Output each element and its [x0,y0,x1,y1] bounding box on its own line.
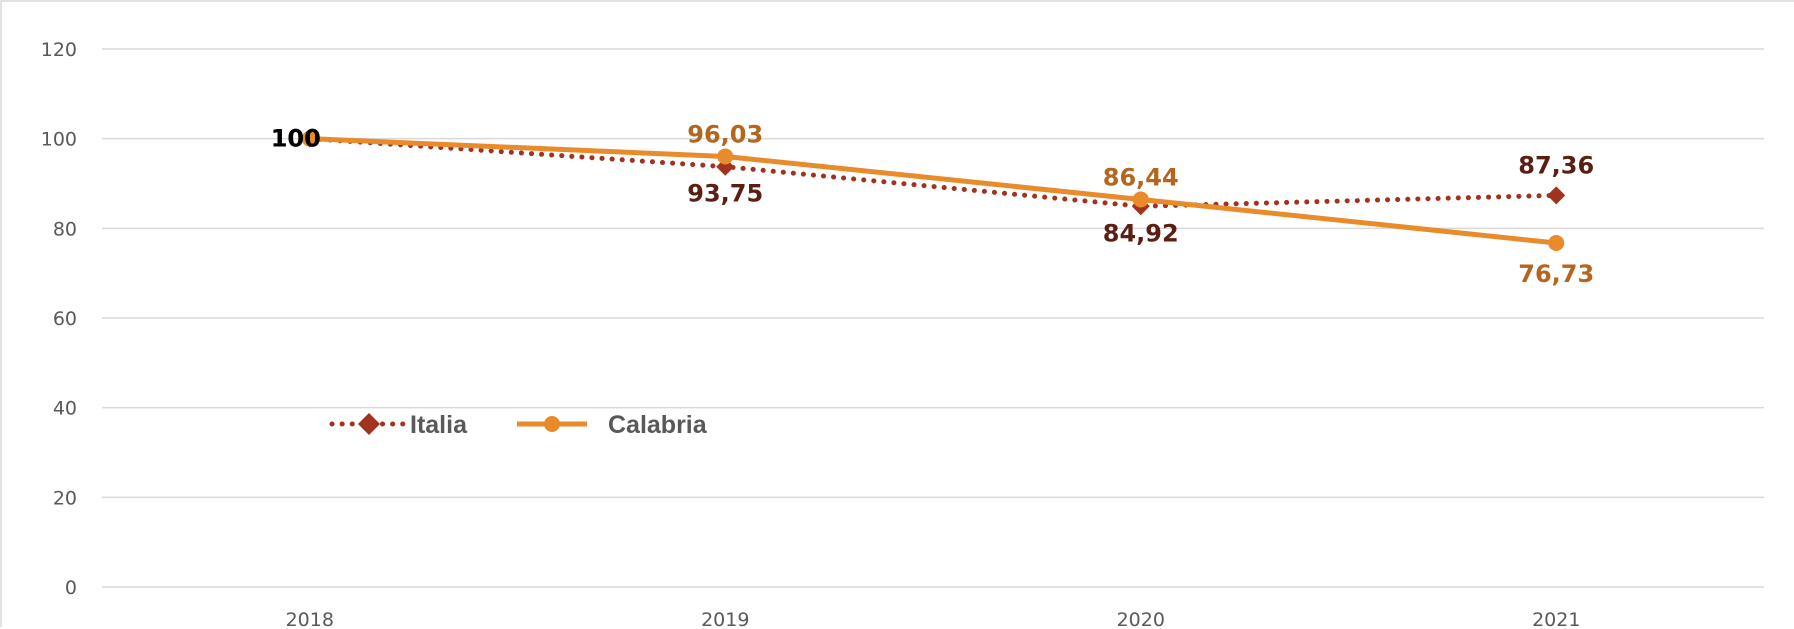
data-label-calabria: 100 [271,125,321,153]
data-point-calabria [717,148,734,165]
legend-label-italia: Italia [410,411,468,439]
data-label-italia: 93,75 [687,180,763,208]
legend-marker-calabria [544,416,560,432]
data-label-italia: 84,92 [1103,219,1179,247]
y-tick-label: 40 [53,398,77,420]
data-point-italia [1547,186,1566,205]
x-tick-label: 2021 [1532,609,1580,629]
data-label-calabria: 76,73 [1518,260,1594,288]
legend: Italia Calabria [329,411,708,439]
data-label-italia: 100 [271,125,321,153]
x-axis: 2018 2019 2020 2021 [286,609,1581,629]
series-lines [307,136,1559,246]
y-tick-label: 80 [53,218,77,240]
legend-label-calabria: Calabria [608,411,708,439]
series-line-italia [307,136,1559,209]
data-point-calabria [1132,191,1149,208]
y-tick-label: 120 [41,39,77,61]
data-point-calabria [301,130,318,147]
legend-marker-italia [358,413,380,435]
data-label-calabria: 86,44 [1103,163,1179,191]
y-tick-label: 20 [53,487,77,509]
y-tick-label: 100 [41,129,77,151]
legend-item-italia: Italia [329,411,468,439]
data-label-calabria: 96,03 [687,120,763,148]
x-tick-label: 2019 [701,609,749,629]
series-line-calabria [309,136,1557,246]
gridlines [102,48,1764,588]
y-axis: 0 20 40 60 80 100 120 [41,39,77,599]
x-tick-label: 2020 [1117,609,1165,629]
data-point-calabria [1548,234,1565,251]
y-tick-label: 60 [53,308,77,330]
legend-item-calabria: Calabria [517,411,708,439]
y-tick-label: 0 [65,577,77,599]
data-label-italia: 87,36 [1518,151,1594,179]
series-markers [300,129,1566,251]
x-tick-label: 2018 [286,609,334,629]
